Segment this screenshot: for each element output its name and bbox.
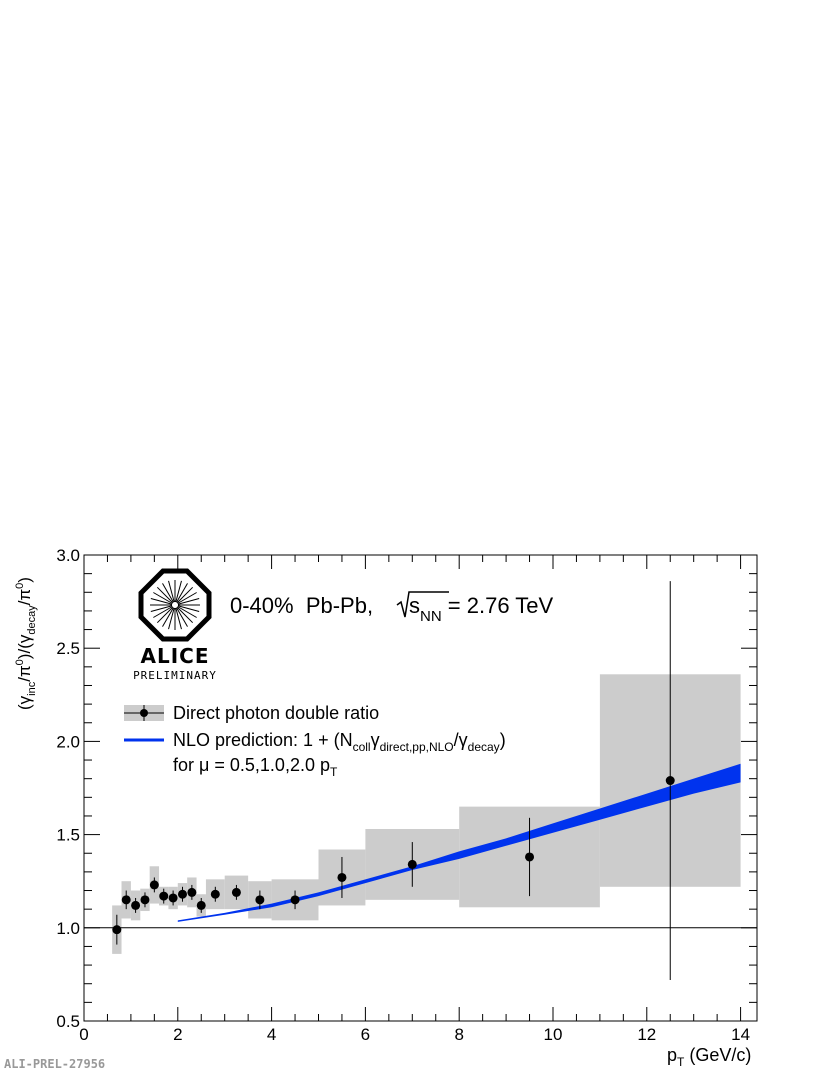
data-point-4 [149, 880, 159, 890]
data-point-12 [255, 895, 265, 905]
legend-nlo-label: NLO prediction: 1 + (Ncollγdirect,pp,NLO… [173, 730, 506, 754]
x-tick-label-5: 10 [544, 1025, 563, 1044]
x-tick-label-2: 4 [267, 1025, 276, 1044]
y-tick-label-1: 1.0 [56, 919, 80, 938]
data-point-6 [168, 893, 178, 903]
y-tick-label-5: 3.0 [56, 546, 80, 565]
legend: Direct photon double ratio NLO predictio… [124, 703, 506, 779]
data-point-3 [140, 895, 150, 905]
data-point-1 [121, 895, 131, 905]
sqrt-symbol [396, 591, 449, 618]
legend-data-label: Direct photon double ratio [173, 703, 379, 723]
figure-tag: ALI-PREL-27956 [4, 1057, 106, 1071]
data-point-11 [231, 887, 241, 897]
data-point-2 [131, 900, 141, 910]
y-tick-label-3: 2.0 [56, 732, 80, 751]
data-point-16 [525, 852, 535, 862]
data-point-13 [290, 895, 300, 905]
legend-marker [140, 709, 148, 717]
svg-text:(γinc/π0)/(γdecay/π0): (γinc/π0)/(γdecay/π0) [14, 577, 38, 710]
y-tick-label-2: 1.5 [56, 826, 80, 845]
chart-title: 0-40% Pb-Pb, [230, 593, 379, 618]
data-point-17 [665, 776, 675, 786]
data-point-5 [159, 891, 169, 901]
plot-frame [83, 554, 758, 1022]
data-point-0 [112, 925, 122, 935]
data-point-14 [337, 872, 347, 882]
x-tick-label-0: 0 [79, 1025, 88, 1044]
y-axis-label: (γinc/π0)/(γdecay/π0) [14, 577, 38, 710]
alice-logo [138, 568, 212, 642]
data-point-8 [187, 887, 197, 897]
x-axis-label: pT (GeV/c) [667, 1045, 751, 1069]
y-tick-label-4: 2.5 [56, 639, 80, 658]
axes: 0 2 4 6 8 10 12 14 0.5 1.0 1.5 2.0 2.5 3.0 [56, 546, 757, 1044]
data-point-10 [210, 889, 220, 899]
x-tick-label-6: 12 [637, 1025, 656, 1044]
x-tick-label-4: 8 [454, 1025, 463, 1044]
data-point-15 [407, 859, 417, 869]
y-tick-label-0: 0.5 [56, 1012, 80, 1031]
data-point-7 [177, 889, 187, 899]
data-point-9 [196, 900, 206, 910]
x-tick-label-3: 6 [361, 1025, 370, 1044]
x-tick-label-7: 14 [731, 1025, 750, 1044]
x-tick-label-1: 2 [173, 1025, 182, 1044]
logo-text: ALICE [140, 644, 209, 668]
logo-subtext: PRELIMINARY [133, 669, 217, 682]
legend-mu-label: for μ = 0.5,1.0,2.0 pT [173, 755, 338, 779]
data-points [112, 581, 675, 980]
title-energy: sNN = 2.76 TeV [409, 593, 554, 625]
